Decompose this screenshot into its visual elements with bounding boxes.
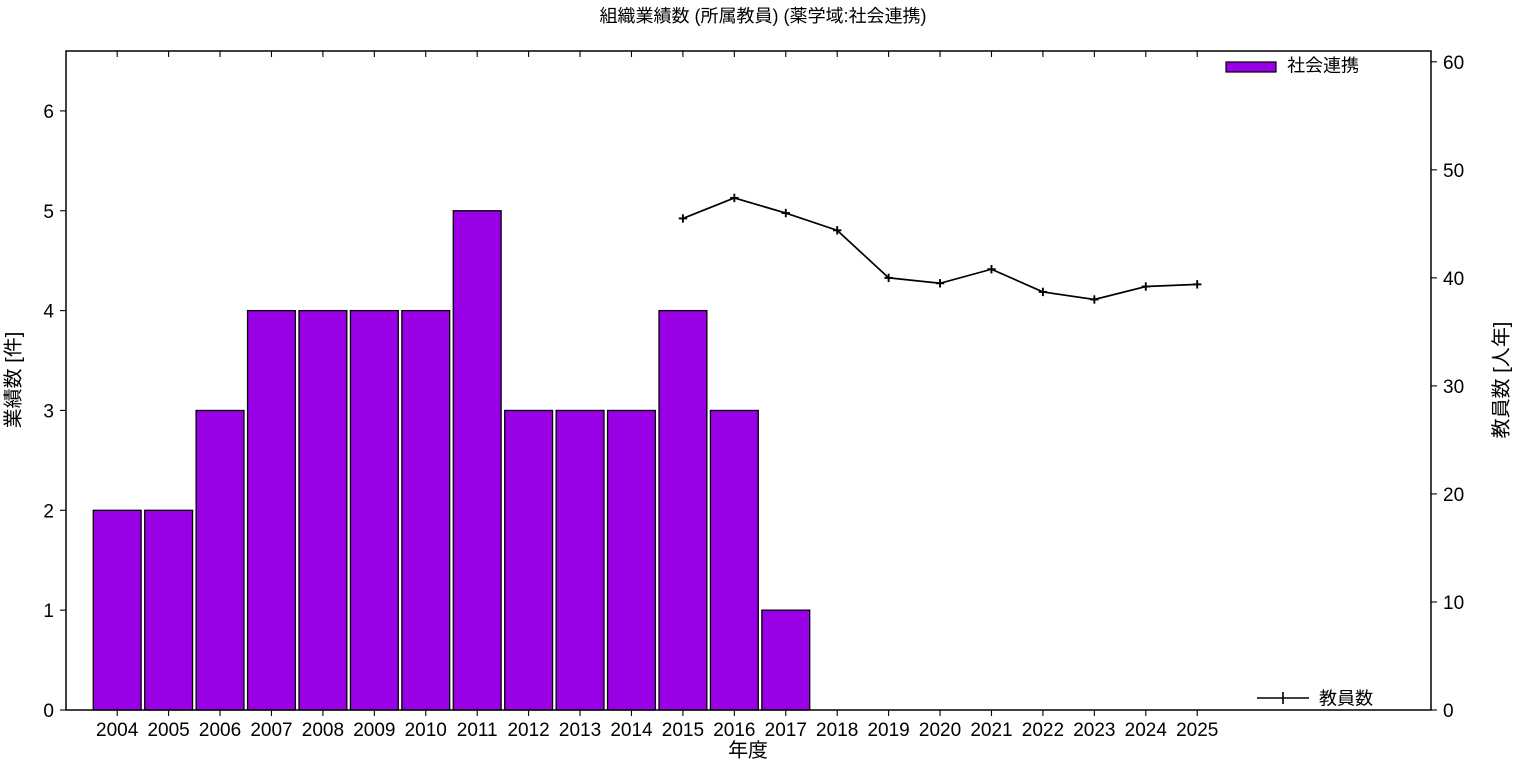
svg-text:2004: 2004 xyxy=(96,720,139,741)
svg-text:6: 6 xyxy=(43,102,54,123)
svg-text:50: 50 xyxy=(1443,161,1464,182)
svg-text:2006: 2006 xyxy=(199,720,241,741)
svg-text:教員数 [人年]: 教員数 [人年] xyxy=(1490,322,1513,439)
svg-text:2007: 2007 xyxy=(250,720,292,741)
svg-text:10: 10 xyxy=(1443,593,1464,614)
svg-text:2024: 2024 xyxy=(1125,720,1168,741)
svg-text:教員数: 教員数 xyxy=(1319,689,1373,709)
svg-text:組織業績数 (所属教員) (薬学域:社会連携): 組織業績数 (所属教員) (薬学域:社会連携) xyxy=(600,6,927,26)
svg-text:4: 4 xyxy=(43,302,54,323)
svg-text:2023: 2023 xyxy=(1073,720,1115,741)
svg-text:業績数 [件]: 業績数 [件] xyxy=(3,332,25,429)
svg-text:2020: 2020 xyxy=(919,720,961,741)
svg-text:60: 60 xyxy=(1443,53,1464,74)
svg-text:2014: 2014 xyxy=(610,720,653,741)
svg-text:2016: 2016 xyxy=(713,720,755,741)
svg-text:2005: 2005 xyxy=(147,720,189,741)
svg-text:2011: 2011 xyxy=(457,720,498,741)
svg-text:2018: 2018 xyxy=(816,720,858,741)
svg-text:2008: 2008 xyxy=(302,720,344,741)
svg-text:2012: 2012 xyxy=(507,720,549,741)
svg-text:2022: 2022 xyxy=(1022,720,1064,741)
svg-text:2009: 2009 xyxy=(353,720,395,741)
svg-text:2015: 2015 xyxy=(662,720,704,741)
svg-text:2025: 2025 xyxy=(1176,720,1218,741)
svg-text:40: 40 xyxy=(1443,269,1464,290)
svg-text:2019: 2019 xyxy=(867,720,909,741)
svg-text:3: 3 xyxy=(43,401,54,422)
svg-text:2: 2 xyxy=(43,501,54,522)
svg-text:2010: 2010 xyxy=(405,720,447,741)
svg-text:30: 30 xyxy=(1443,377,1464,398)
svg-text:0: 0 xyxy=(1443,701,1454,722)
svg-text:2013: 2013 xyxy=(559,720,601,741)
svg-text:年度: 年度 xyxy=(728,740,768,762)
svg-text:2021: 2021 xyxy=(970,720,1012,741)
svg-text:社会連携: 社会連携 xyxy=(1287,56,1359,76)
svg-text:1: 1 xyxy=(43,601,54,622)
svg-text:5: 5 xyxy=(43,202,54,223)
svg-text:0: 0 xyxy=(43,701,54,722)
svg-text:20: 20 xyxy=(1443,485,1464,506)
svg-text:2017: 2017 xyxy=(765,720,807,741)
